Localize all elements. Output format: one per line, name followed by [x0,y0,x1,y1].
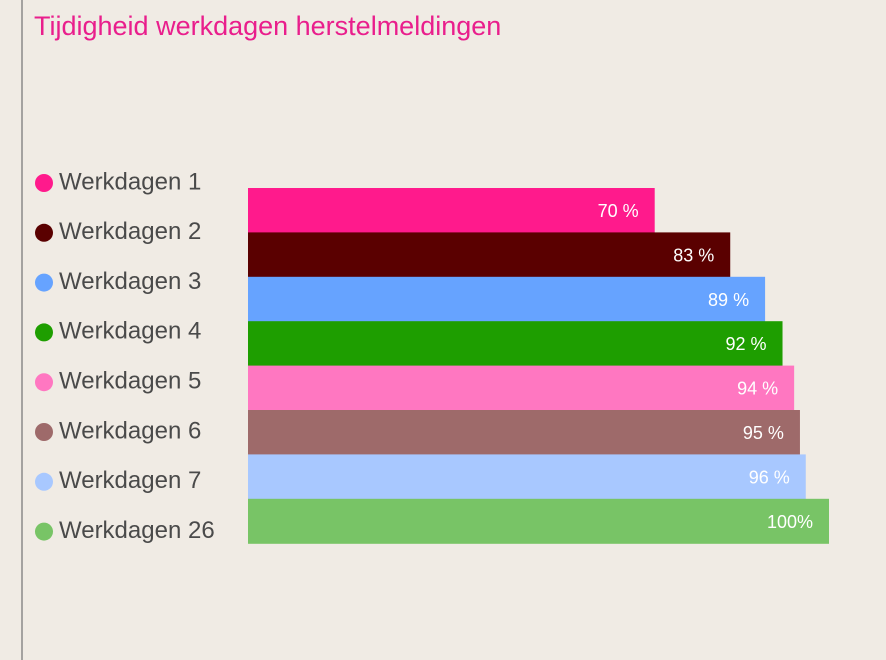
legend-label: Werkdagen 26 [59,517,215,544]
bar [248,232,731,278]
data-label: 94 % [737,379,778,399]
legend-marker [35,273,53,292]
legend-label: Werkdagen 3 [59,268,201,295]
data-label: 83 % [673,245,714,265]
data-label: 92 % [725,334,766,354]
bar [248,454,806,500]
bar [248,276,766,322]
data-label: 100% [767,512,813,532]
legend-marker [35,423,53,441]
legend-label: Werkdagen 7 [59,467,201,494]
legend-marker [35,472,53,491]
legend-marker [35,373,53,392]
data-label: 70 % [598,201,639,221]
data-label: 89 % [708,290,749,310]
chart-title: Tijdigheid werkdagen herstelmeldingen [34,11,501,41]
bar [248,321,783,367]
legend-marker [35,174,53,192]
data-label: 95 % [743,423,784,443]
legend-label: Werkdagen 5 [59,368,201,395]
legend-label: Werkdagen 6 [59,417,201,444]
legend-marker [35,323,53,342]
legend-label: Werkdagen 1 [59,168,201,195]
legend-label: Werkdagen 4 [59,318,201,345]
legend-label: Werkdagen 2 [59,218,201,245]
data-label: 96 % [749,467,790,487]
bar [248,498,829,544]
bar [248,410,800,455]
legend-marker [35,522,53,541]
bar [248,365,795,411]
bar [248,188,655,233]
legend-marker [35,223,53,242]
